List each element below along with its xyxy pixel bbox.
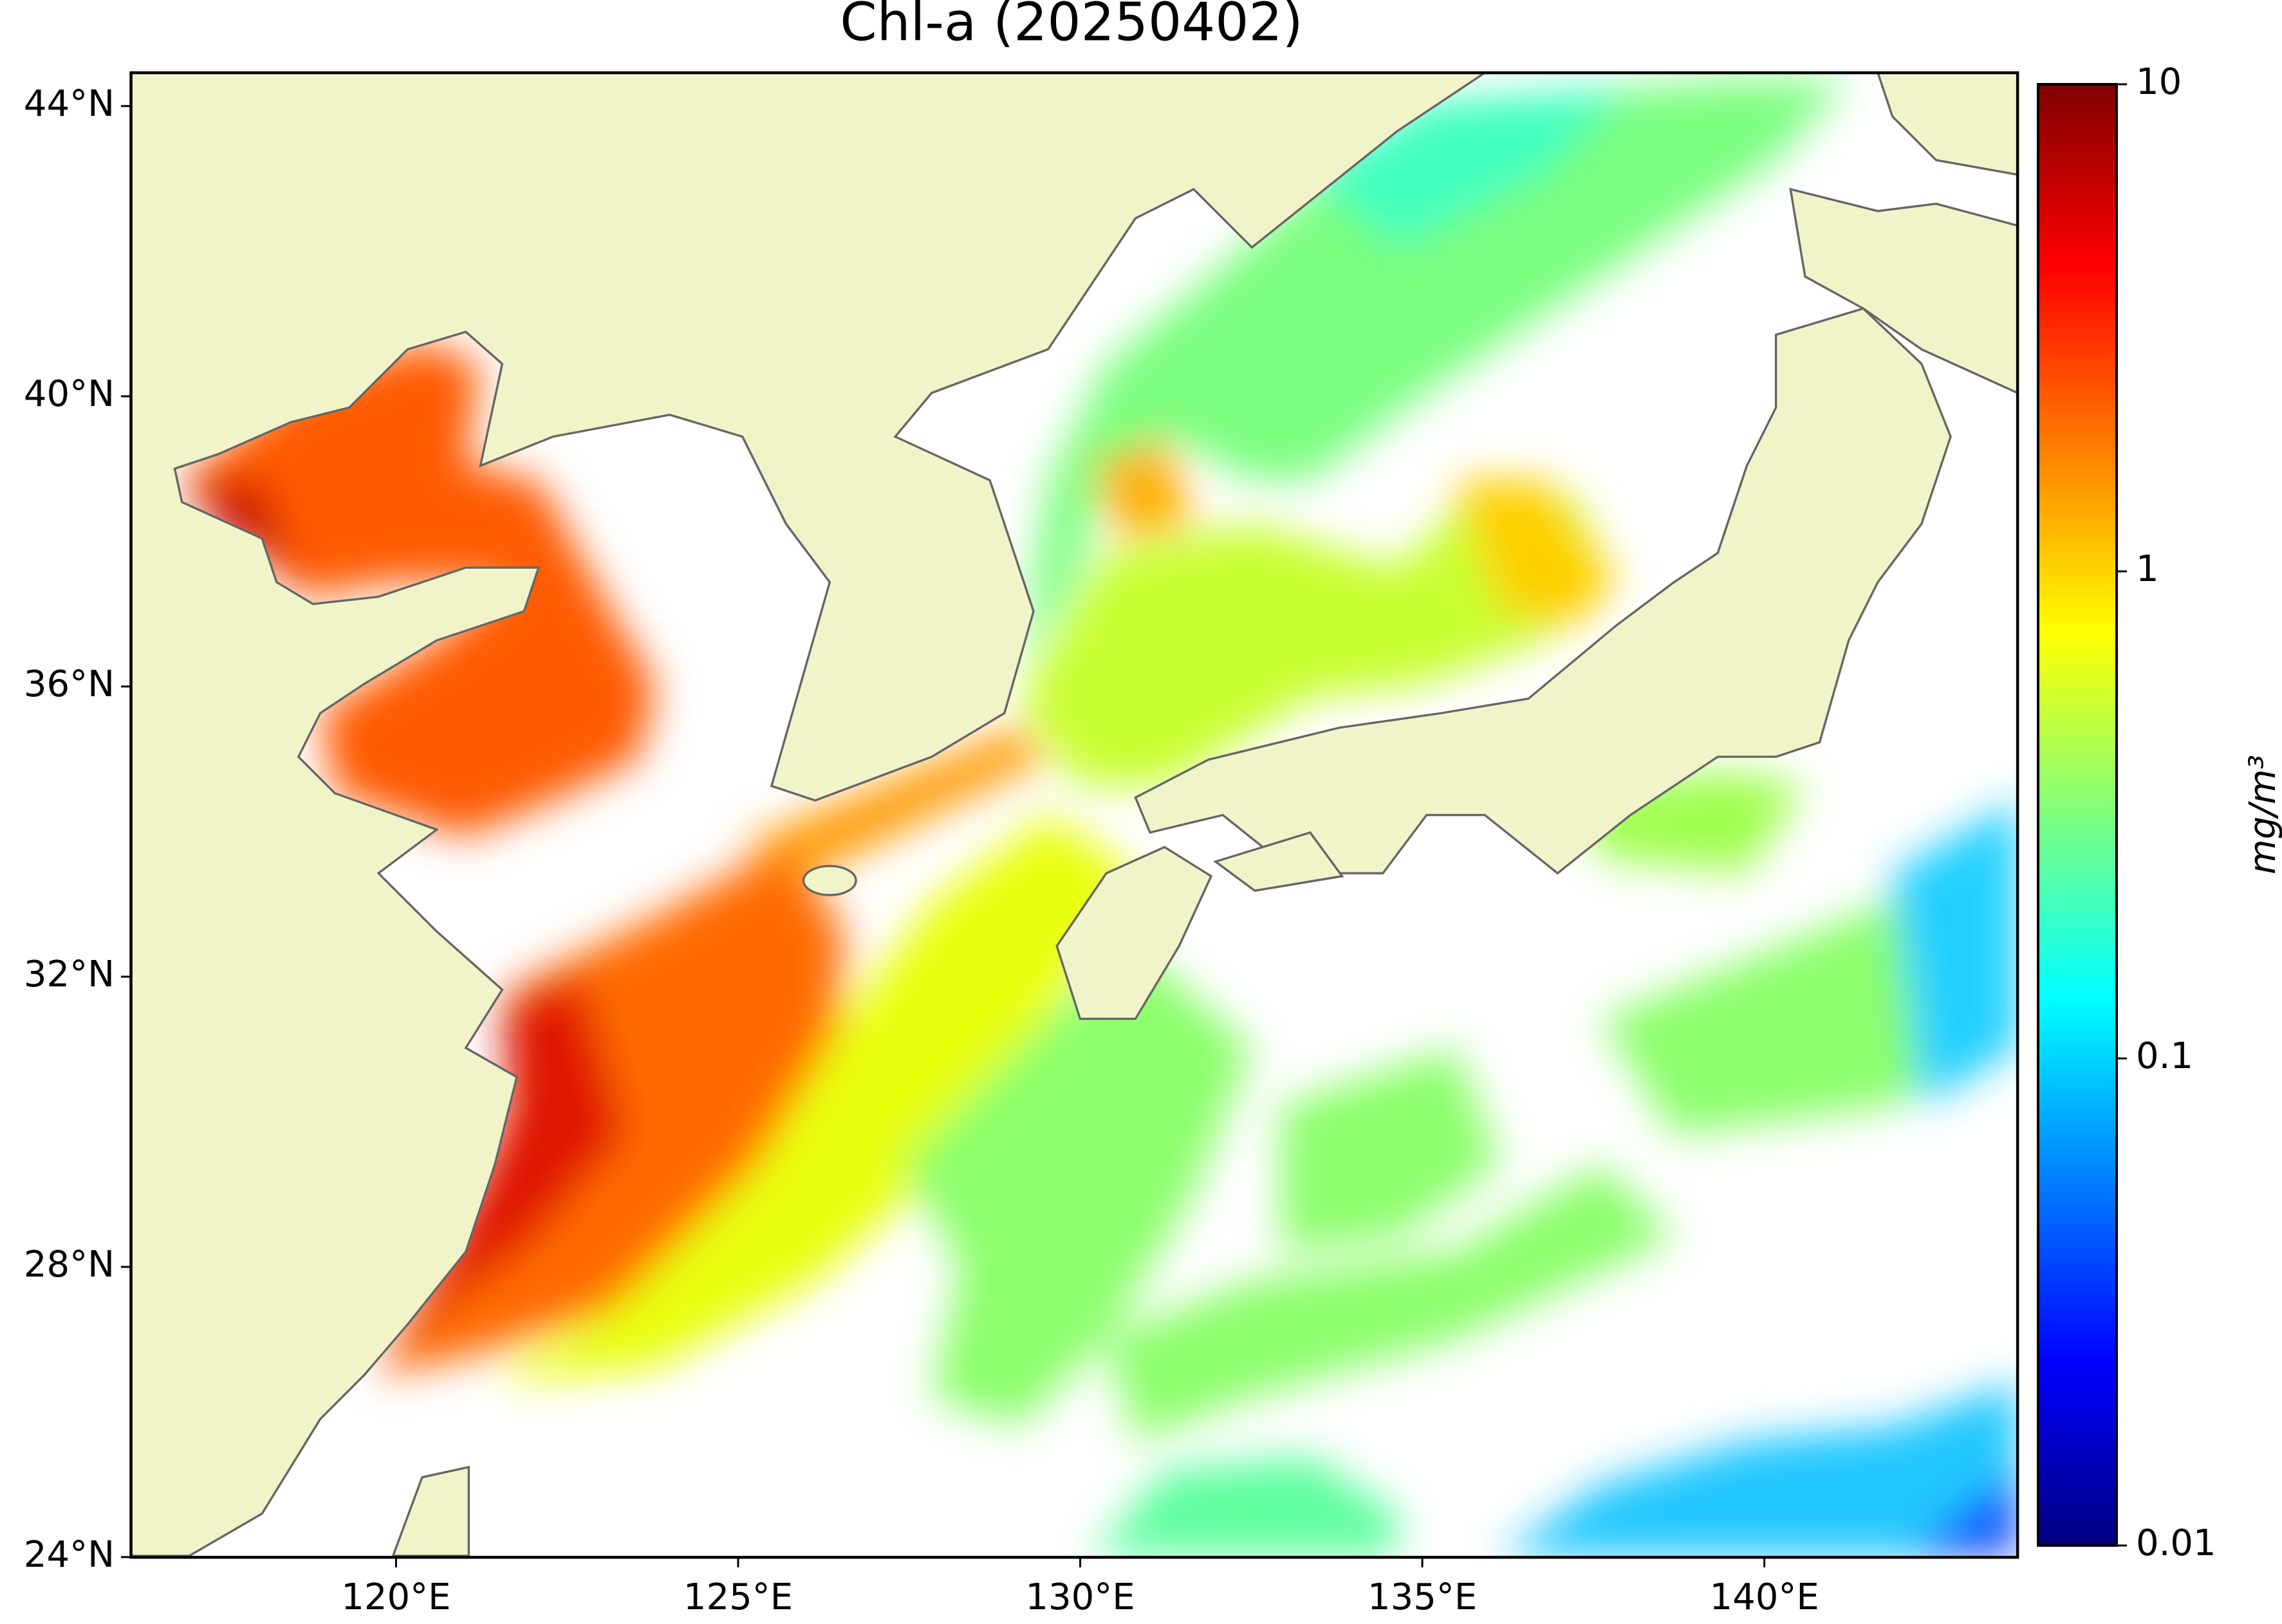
y-tick-label: 36°N	[24, 663, 115, 705]
x-tick-label: 135°E	[1368, 1576, 1477, 1618]
x-tick-label: 120°E	[341, 1576, 450, 1618]
colorbar-tick-label: 0.01	[2136, 1522, 2216, 1564]
y-tick-label: 28°N	[24, 1244, 115, 1286]
y-tick-label: 40°N	[24, 373, 115, 415]
map-title: Chl-a (20250402)	[840, 0, 1303, 53]
map-frame	[129, 71, 2019, 1559]
y-tick-label: 32°N	[24, 954, 115, 995]
colorbar	[2037, 83, 2118, 1547]
land	[131, 73, 2018, 1557]
x-tick-label: 140°E	[1710, 1576, 1819, 1618]
x-tick-label: 130°E	[1025, 1576, 1135, 1618]
y-tick-label: 24°N	[24, 1534, 115, 1576]
colorbar-tick-label: 0.1	[2136, 1035, 2193, 1077]
colorbar-tick-label: 10	[2136, 61, 2182, 103]
colorbar-tick-label: 1	[2136, 548, 2159, 590]
x-tick-label: 125°E	[683, 1576, 793, 1618]
map-area	[129, 71, 2019, 1559]
y-tick-label: 44°N	[24, 83, 115, 125]
colorbar-label: mg/m³	[2242, 755, 2282, 874]
chl-field	[181, 80, 2018, 1556]
